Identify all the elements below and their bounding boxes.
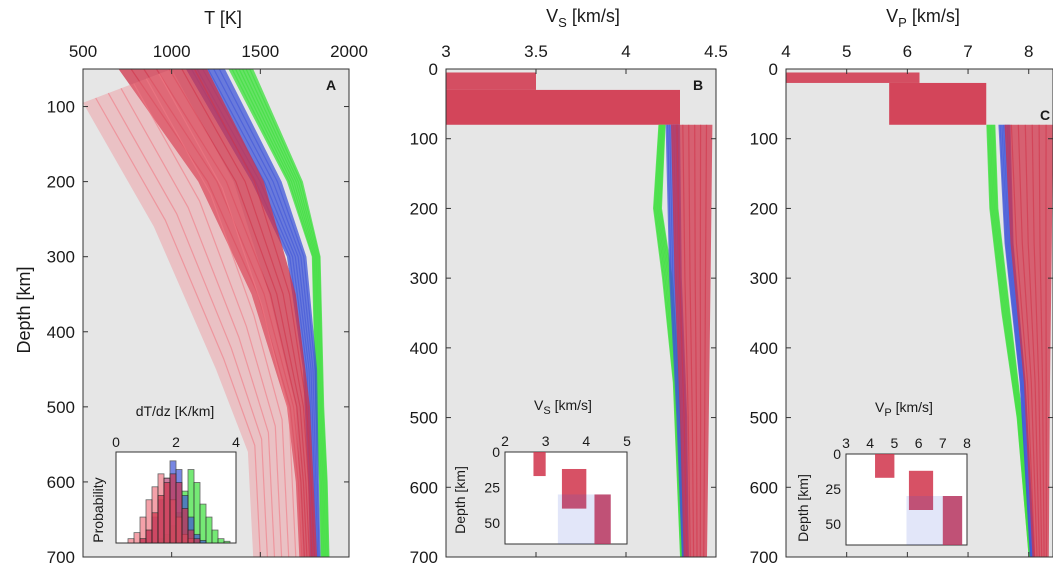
- inset-upper-crust: [875, 454, 894, 478]
- histogram-bar: [140, 539, 146, 543]
- inset-x-tick-label: 0: [112, 434, 120, 450]
- panel-a: T [K] Depth [km] 500 1000 1500 2000 100 200 30…: [14, 8, 368, 567]
- histogram-bar: [200, 504, 206, 543]
- histogram-bar: [218, 539, 224, 543]
- x-tick-label: 2000: [330, 42, 368, 61]
- x-tick-label: 7: [963, 42, 972, 61]
- inset-x-tick-label: 4: [582, 433, 590, 449]
- x-tick-label: 8: [1024, 42, 1033, 61]
- inset-x-tick-label: 2: [172, 434, 180, 450]
- panel-a-inset-ylabel: Probability: [90, 477, 106, 542]
- y-tick-label: 100: [750, 130, 778, 149]
- x-tick-label: 3: [441, 42, 450, 61]
- y-tick-label: 300: [47, 248, 75, 267]
- x-tick-label: 4: [621, 42, 630, 61]
- histogram-bar: [146, 530, 152, 543]
- x-tick-label: 500: [69, 42, 97, 61]
- y-tick-label: 600: [410, 478, 438, 497]
- inset-x-tick-label: 5: [623, 433, 631, 449]
- y-tick-label: 400: [410, 339, 438, 358]
- x-tick-label: 1000: [153, 42, 191, 61]
- histogram-bar: [200, 540, 206, 543]
- histogram-bar: [182, 508, 188, 543]
- y-tick-label: 200: [410, 199, 438, 218]
- histogram-bar: [212, 530, 218, 543]
- y-tick-label: 100: [410, 130, 438, 149]
- lower-crust-band: [889, 83, 986, 125]
- inset-mantle-spread: [907, 496, 963, 545]
- y-tick-label: 0: [769, 60, 778, 79]
- x-tick-label: 5: [842, 42, 851, 61]
- panel-c-inset-ylabel: Depth [km]: [795, 474, 811, 542]
- inset-x-tick-label: 3: [542, 433, 550, 449]
- y-tick-label: 500: [750, 409, 778, 428]
- panel-c-xlabel: VP [km/s]: [886, 6, 960, 30]
- histogram-bar: [176, 482, 182, 543]
- inset-mantle-spread: [558, 494, 611, 544]
- panel-a-inset-xlabel: dT/dz [K/km]: [136, 403, 215, 419]
- y-tick-label: 500: [410, 409, 438, 428]
- panel-a-letter: A: [326, 77, 336, 93]
- inset-y-tick-label: 0: [492, 444, 500, 460]
- inset-x-tick-label: 4: [232, 434, 240, 450]
- panel-b-xlabel: VS [km/s]: [546, 6, 620, 30]
- histogram-bar: [170, 474, 176, 543]
- histogram-bar: [164, 482, 170, 543]
- panel-a-ylabel: Depth [km]: [14, 266, 34, 353]
- panel-a-xlabel: T [K]: [204, 8, 242, 28]
- histogram-bar: [152, 513, 158, 543]
- y-tick-label: 500: [47, 398, 75, 417]
- y-tick-label: 700: [750, 548, 778, 567]
- panel-c-letter: C: [1040, 107, 1050, 123]
- histogram-bar: [188, 530, 194, 543]
- y-tick-label: 200: [47, 173, 75, 192]
- x-tick-label: 3.5: [524, 42, 548, 61]
- x-tick-label: 1500: [241, 42, 279, 61]
- panel-b-letter: B: [693, 77, 703, 93]
- histogram-bar: [194, 482, 200, 543]
- y-tick-label: 600: [47, 473, 75, 492]
- inset-x-tick-label: 8: [963, 435, 971, 451]
- inset-x-tick-label: 3: [842, 435, 850, 451]
- histogram-bar: [134, 533, 140, 543]
- y-tick-label: 300: [750, 269, 778, 288]
- upper-crust-band: [786, 72, 920, 82]
- y-tick-label: 100: [47, 98, 75, 117]
- x-tick-label: 6: [903, 42, 912, 61]
- inset-y-tick-label: 25: [825, 481, 841, 497]
- x-tick-label: 4: [781, 42, 790, 61]
- panel-b-inset-ylabel: Depth [km]: [452, 466, 468, 534]
- inset-x-tick-label: 5: [891, 435, 899, 451]
- inset-upper-crust: [533, 452, 545, 476]
- y-tick-label: 300: [410, 269, 438, 288]
- y-tick-label: 400: [750, 339, 778, 358]
- x-tick-label: 4.5: [704, 42, 728, 61]
- inset-x-tick-label: 4: [866, 435, 874, 451]
- lower-crust-band: [446, 90, 680, 125]
- histogram-bar: [206, 517, 212, 543]
- inset-y-tick-label: 50: [825, 516, 841, 532]
- y-tick-label: 200: [750, 199, 778, 218]
- y-tick-label: 700: [47, 548, 75, 567]
- y-tick-label: 700: [410, 548, 438, 567]
- histogram-bar: [128, 539, 134, 543]
- inset-y-tick-label: 0: [833, 446, 841, 462]
- histogram-bar: [224, 541, 230, 543]
- inset-x-tick-label: 2: [501, 433, 509, 449]
- inset-x-tick-label: 6: [915, 435, 923, 451]
- inset-x-tick-label: 7: [939, 435, 947, 451]
- inset-y-tick-label: 50: [484, 515, 500, 531]
- inset-y-tick-label: 25: [484, 479, 500, 495]
- y-tick-label: 0: [429, 60, 438, 79]
- histogram-bar: [158, 495, 164, 543]
- upper-crust-band: [446, 72, 536, 89]
- y-tick-label: 400: [47, 323, 75, 342]
- y-tick-label: 600: [750, 478, 778, 497]
- series-red-line: [1046, 125, 1047, 557]
- histogram-bar: [194, 539, 200, 543]
